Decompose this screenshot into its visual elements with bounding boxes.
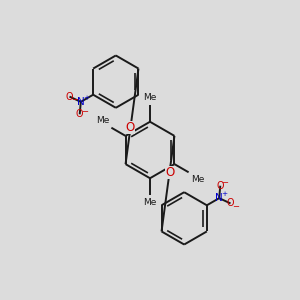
Text: Me: Me	[143, 198, 157, 207]
Text: O: O	[76, 109, 83, 119]
Text: Me: Me	[143, 93, 157, 102]
Text: N: N	[77, 97, 85, 107]
Text: −: −	[232, 202, 239, 211]
Text: +: +	[83, 95, 89, 101]
Text: O: O	[227, 198, 234, 208]
Text: N: N	[215, 193, 223, 203]
Text: −: −	[81, 107, 88, 116]
Text: Me: Me	[96, 116, 109, 125]
Text: −: −	[71, 95, 78, 104]
Text: −: −	[221, 178, 229, 187]
Text: O: O	[217, 181, 224, 191]
Text: O: O	[66, 92, 73, 102]
Text: O: O	[126, 121, 135, 134]
Text: +: +	[221, 191, 228, 197]
Text: Me: Me	[191, 175, 204, 184]
Text: O: O	[165, 166, 174, 179]
